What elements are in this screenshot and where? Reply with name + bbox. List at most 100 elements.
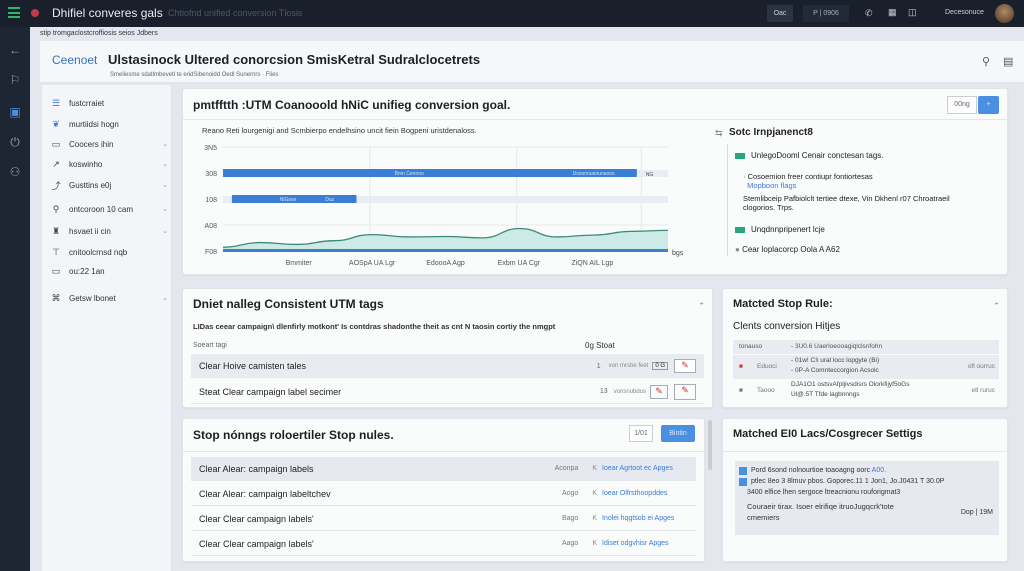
- settings-status: Dop | 19M: [960, 509, 993, 516]
- area-fill: [223, 228, 668, 251]
- row-link[interactable]: Ioear Olfrsthoopddes: [602, 490, 668, 497]
- shield-icon: ◒: [699, 298, 704, 307]
- chevron-down-icon[interactable]: ⌄: [162, 141, 168, 148]
- scrollbar[interactable]: [708, 420, 712, 470]
- sidebar-item[interactable]: ↗ koswinho ⌄: [50, 156, 168, 172]
- shield-icon: ◒: [994, 298, 999, 307]
- goal-secondary-button[interactable]: 00ng: [947, 96, 977, 114]
- rule-status: ofl ourruc: [967, 363, 995, 370]
- rule-status: etl ruruc: [971, 387, 995, 394]
- chart-icon[interactable]: ▤: [1003, 56, 1014, 68]
- goal-title: pmtfftth :UTM Coanooold hNiC unifieg con…: [193, 98, 511, 112]
- grid-icon[interactable]: ▦: [888, 7, 897, 17]
- baseline-bar: [223, 249, 668, 252]
- share-icon: ⤴: [51, 180, 61, 191]
- chevron-down-icon[interactable]: ⌄: [162, 206, 168, 213]
- chart-caption: Reano Reti lourgenigi and Scmbierpo ende…: [202, 126, 477, 135]
- legend-swatch: [735, 152, 745, 159]
- x-tick-label: ZiQN AIL Lgp: [571, 260, 613, 267]
- app-subtitle: Chtiofnd unified conversion Tlosis: [168, 8, 303, 18]
- table-row[interactable]: Clear Clear campaign labels' Bago K Inolei …: [191, 507, 696, 531]
- settings-title: Matched EI0 Lacs/Cosgrecer Settigs: [733, 428, 923, 440]
- sidebar-item[interactable]: ⌘ Getsw lbonet ⌄: [50, 290, 169, 306]
- matched-rule-card: Matcted Stop Rule: ◒ Clents conversion H…: [722, 288, 1008, 408]
- sidebar-item[interactable]: ▭ ou:22 1an: [50, 263, 168, 279]
- stop-rules-count-button[interactable]: 1/01: [629, 425, 653, 442]
- menu-icon[interactable]: [8, 7, 20, 18]
- people-icon: ♜: [51, 225, 61, 236]
- sidebar: ☰ fustcrraiet ❦ murtiidsi hogn ▭ Coocers ihin…: [42, 85, 172, 571]
- goal-chart: 3N5 308 108 A08 F08 Bmn Cennoo Dosonnuenunaoos…: [204, 145, 684, 267]
- sidebar-item[interactable]: ⤴ Gusttins e0j ⌄: [50, 177, 168, 193]
- top-button[interactable]: Oac: [767, 5, 793, 22]
- table-row[interactable]: Clear Hoive camisten tales 1 von mrsbe f…: [191, 354, 704, 378]
- chevron-down-icon[interactable]: ⌄: [162, 228, 168, 235]
- settings-card: Matched EI0 Lacs/Cosgrecer Settigs Pord …: [722, 418, 1009, 562]
- row-link[interactable]: Ioear Agrtoot ec Apges: [602, 465, 673, 472]
- legend-bullet: · Cosoemion freer contiupr fontiortesas …: [743, 172, 873, 190]
- legend-dot-item: ● Cear loplacorcp Oola A A62: [735, 245, 840, 254]
- sidebar-item[interactable]: ▭ Coocers ihin ⌄: [50, 136, 168, 152]
- breadcrumb[interactable]: Ceenoet: [52, 53, 98, 67]
- row-link[interactable]: Idiset odgvhisr Apges: [602, 540, 669, 547]
- sidebar-item[interactable]: ☰ fustcrraiet: [50, 95, 168, 111]
- edit-icon[interactable]: ✎: [674, 359, 696, 373]
- pin-icon: ⚲: [52, 203, 60, 214]
- app-logo-icon: [31, 9, 39, 17]
- network-icon: ⌘: [51, 292, 61, 303]
- stop-rules-primary-button[interactable]: Bintin: [661, 425, 695, 442]
- legend-panel: ⇆ Sotc Irnpjanenct8 UnlegoDooml Cenair c…: [713, 124, 1003, 264]
- bar-track: [223, 196, 668, 203]
- sidebar-item[interactable]: ⚲ ontcoroon 10 cam ⌄: [50, 201, 168, 217]
- chevron-down-icon[interactable]: ⌄: [162, 295, 168, 302]
- edit-icon[interactable]: ✎: [650, 384, 668, 399]
- users-icon[interactable]: ⚇: [9, 165, 21, 179]
- bar: [223, 169, 637, 177]
- link-icon: ↗: [52, 158, 60, 169]
- bar-label: Bmn Cennoo: [395, 171, 424, 177]
- settings-info-box: Pord 6sond nolnourtioe toaoagng oorc A00…: [735, 461, 999, 535]
- sidebar-item[interactable]: ❦ murtiidsi hogn: [50, 116, 168, 132]
- app-title: Dhifiel converes gals: [52, 6, 163, 20]
- legend-swatch: [735, 226, 745, 233]
- folder-icon: ▭: [51, 265, 61, 276]
- table-row[interactable]: Clear Alear: campaign labeltchev Aogo K Ioe…: [191, 482, 696, 506]
- calendar-icon: ▭: [51, 138, 61, 149]
- col-header-tags: Soeart tagi: [193, 342, 227, 349]
- table-row[interactable]: Steat Clear campaign label secimer 13 vo…: [191, 380, 704, 404]
- chevron-down-icon[interactable]: ⌄: [162, 161, 168, 168]
- chevron-down-icon[interactable]: ⌄: [162, 182, 168, 189]
- sidebar-item-label: koswinho: [69, 159, 103, 169]
- bar: [231, 195, 357, 203]
- bar-label: Daz: [325, 197, 334, 203]
- layout-icon[interactable]: ◫: [908, 7, 917, 17]
- document-icon[interactable]: ▣: [9, 105, 21, 119]
- sidebar-item[interactable]: ⊤ cnitoolcrnsd nqb: [50, 244, 168, 260]
- rule-row: tonauso - 3U0.6 Uaerloeooagiqlclsnfohn: [733, 340, 999, 354]
- phone-icon[interactable]: ✆: [865, 8, 873, 18]
- legend-link[interactable]: Mopboon flags: [747, 181, 797, 190]
- row-link[interactable]: Inolei hqgtsob ei Apges: [602, 515, 675, 522]
- user-search-icon[interactable]: ⚲: [982, 56, 991, 68]
- top-bar: Dhifiel converes gals Chtiofnd unified c…: [0, 0, 1024, 27]
- back-icon[interactable]: ←: [9, 43, 21, 57]
- sidebar-item-label: ontcoroon 10 cam: [69, 204, 134, 214]
- left-rail: ← ⚐ ▣ ⏻ ⚇: [0, 27, 30, 571]
- goal-card: pmtfftth :UTM Coanooold hNiC unifieg con…: [182, 88, 1009, 275]
- x-tick-label: EdoooA Agp: [426, 260, 465, 267]
- top-button-2[interactable]: P | 0906: [803, 5, 849, 22]
- area-line: [222, 227, 669, 248]
- matched-rule-subtitle: Clents conversion Hitjes: [733, 321, 841, 332]
- utm-tags-card: Dniet nalleg Consistent UTM tags ◒ LIDas…: [182, 288, 713, 408]
- table-row[interactable]: Clear Clear campaign labels' Aago K Idiset …: [191, 532, 696, 556]
- sidebar-item[interactable]: ♜ hsvaet ii cin ⌄: [50, 223, 168, 239]
- avatar[interactable]: [995, 4, 1014, 23]
- table-row[interactable]: Clear Alear: campaign labels Aconpa K Ioear…: [191, 457, 696, 481]
- legend-item: UnlegoDooml Cenair conctesan tags.: [735, 151, 884, 160]
- flag-icon[interactable]: ⚐: [9, 73, 21, 87]
- edit-icon[interactable]: ✎: [674, 383, 696, 400]
- goal-primary-button[interactable]: +: [978, 96, 999, 114]
- power-icon[interactable]: ⏻: [10, 135, 20, 149]
- y-tick-label: 3N5: [204, 145, 217, 152]
- user-name[interactable]: Decesonuce: [945, 9, 984, 16]
